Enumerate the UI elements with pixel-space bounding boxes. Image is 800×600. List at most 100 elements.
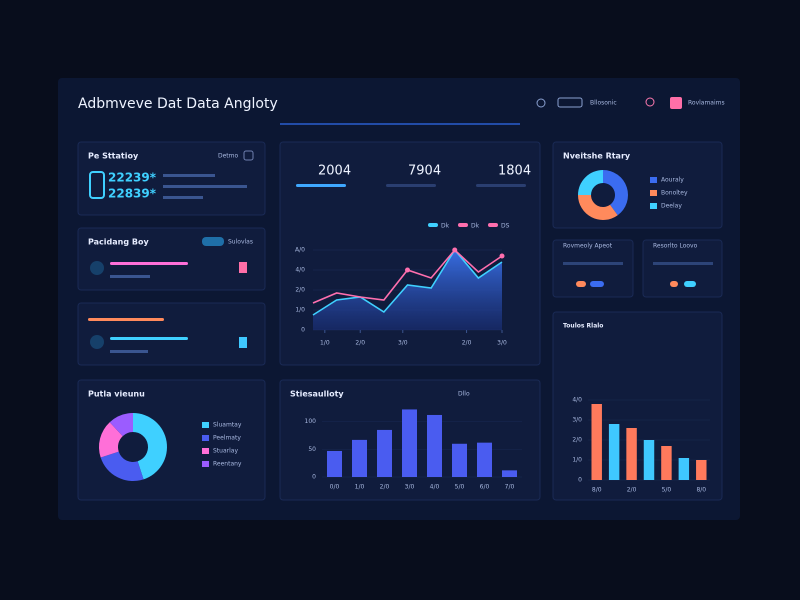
y-tick-label: 0 — [301, 327, 305, 334]
toggle[interactable] — [202, 237, 224, 246]
bar — [661, 446, 672, 480]
bar — [377, 429, 392, 477]
legend-swatch — [202, 448, 209, 454]
y-tick-label: 4/0 — [295, 267, 305, 274]
bar — [327, 450, 342, 477]
bar — [608, 424, 620, 480]
y-tick-label: 50 — [308, 446, 316, 453]
bar — [352, 439, 367, 477]
bar — [452, 443, 467, 477]
kpi-value: 2004 — [318, 164, 351, 179]
panel-tag: Dllo — [458, 391, 470, 398]
icon — [243, 150, 254, 161]
x-tick-label: 0/0 — [330, 484, 340, 491]
avatar-badge — [670, 97, 682, 109]
kpi-underline — [386, 184, 436, 187]
indicator — [239, 337, 247, 348]
panel-tag: Detmo — [218, 153, 239, 160]
kpi-underline — [296, 184, 346, 187]
x-tick-label: 6/0 — [480, 484, 490, 491]
placeholder-line — [653, 262, 713, 265]
x-tick-label: 3/0 — [398, 340, 408, 347]
chip — [670, 281, 678, 287]
legend-swatch — [202, 422, 209, 428]
bar — [626, 428, 637, 480]
panel-title: Resorlto Loovo — [653, 243, 698, 250]
legend-label: Aouraly — [661, 177, 684, 184]
point — [499, 253, 505, 259]
x-tick-label: 3/0 — [405, 484, 415, 491]
progress-bar — [88, 318, 164, 321]
legend-swatch — [428, 223, 438, 227]
y-tick-label: A/0 — [295, 247, 305, 254]
legend-label: Deelay — [661, 203, 682, 210]
legend-swatch — [202, 461, 209, 467]
placeholder-line — [163, 174, 215, 177]
line — [312, 248, 503, 316]
point — [405, 267, 410, 273]
bar — [591, 404, 602, 480]
panel-title: Stiesaulloty — [290, 390, 344, 399]
placeholder-line — [163, 185, 247, 188]
slice — [100, 451, 144, 481]
legend-swatch — [650, 177, 657, 183]
legend-label: Sluamtay — [213, 422, 242, 429]
legend-swatch — [458, 223, 468, 227]
panel-title: Putla vieunu — [88, 390, 145, 399]
bar — [427, 414, 442, 477]
indicator — [239, 262, 247, 273]
panel — [77, 302, 266, 366]
x-tick-label: 1/0 — [355, 484, 365, 491]
y-tick-label: 0 — [578, 477, 582, 484]
legend-label: Stuarlay — [213, 448, 238, 455]
x-tick-label: 5/0 — [455, 484, 465, 491]
menu-item[interactable]: Rovlamaims — [688, 100, 725, 107]
kpi-value: 7904 — [408, 164, 441, 179]
x-tick-label: 8/0 — [592, 487, 602, 494]
x-tick-label: 1/0 — [320, 340, 330, 347]
chip — [576, 281, 586, 287]
y-tick-label: 1/0 — [572, 457, 582, 464]
y-tick-label: 3/0 — [572, 417, 582, 424]
stat-figure: 22839* — [108, 187, 157, 201]
bar — [678, 458, 690, 480]
slice — [603, 170, 628, 216]
x-tick-label: 2/0 — [462, 340, 472, 347]
point — [452, 247, 458, 253]
legend-label: Bonoltey — [661, 190, 688, 197]
icon — [557, 97, 583, 108]
panel-title: Nveitshe Rtary — [563, 152, 631, 161]
x-tick-label: 3/0 — [497, 340, 507, 347]
panel-title: Toulos Rlalo — [563, 323, 603, 330]
area — [313, 250, 502, 330]
kpi-value: 1804 — [498, 164, 531, 179]
panel-title: Pe Sttatioy — [88, 152, 139, 161]
slice — [578, 195, 618, 221]
legend-label: DS — [501, 223, 510, 230]
panel-tag: Sulovlas — [228, 239, 253, 246]
placeholder-line — [163, 196, 203, 199]
y-tick-label: 2/0 — [295, 287, 305, 294]
icon — [536, 98, 546, 108]
chip — [590, 281, 604, 287]
x-tick-label: 7/0 — [505, 484, 515, 491]
panel — [642, 239, 723, 298]
menu-item[interactable]: Bllosonic — [590, 100, 617, 107]
panel-title: Rovmeoly Apeot — [563, 243, 613, 250]
y-tick-label: 1/0 — [295, 307, 305, 314]
y-tick-label: 4/0 — [572, 397, 582, 404]
legend-swatch — [202, 435, 209, 441]
legend-label: Peelmaty — [213, 435, 241, 442]
x-tick-label: 2/0 — [627, 487, 637, 494]
legend-swatch — [488, 223, 498, 227]
chip — [684, 281, 696, 287]
icon — [90, 261, 104, 275]
slice — [578, 170, 603, 195]
stat-figure: 22239* — [108, 171, 157, 185]
avatar[interactable] — [645, 97, 655, 107]
progress-bar — [110, 262, 188, 265]
y-tick-label: 2/0 — [572, 437, 582, 444]
bar — [477, 442, 492, 477]
